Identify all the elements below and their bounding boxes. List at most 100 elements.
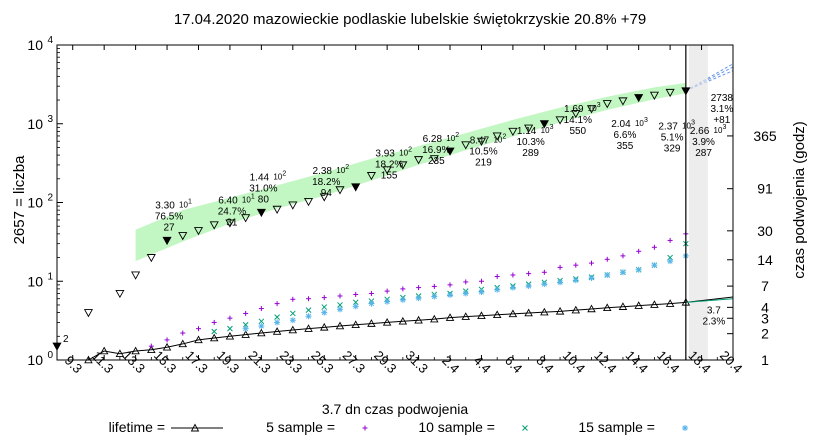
y-tick-exponent: 0	[47, 350, 53, 361]
sample5-point	[274, 301, 280, 307]
x-tick-label: 31.3	[403, 348, 432, 377]
sample10-point	[274, 314, 280, 321]
cases-point	[115, 289, 125, 299]
cases-point	[602, 100, 612, 109]
legend-label: 15 sample =	[578, 419, 655, 435]
cases-point	[524, 124, 534, 133]
annotation-mantissa: 2.66	[690, 126, 710, 137]
cases-point	[319, 193, 329, 202]
annotation-mantissa: 1.14	[517, 126, 537, 137]
cases-point	[272, 205, 282, 215]
cases-point	[492, 132, 502, 141]
lifetime-line	[88, 301, 686, 361]
lifetime-point	[257, 328, 266, 337]
x-tick-label: 12.4	[591, 348, 620, 377]
annotation-base: 10	[273, 172, 282, 181]
sample15-point	[289, 317, 296, 324]
sample15-point	[541, 281, 548, 288]
lifetime-point	[524, 308, 533, 317]
lifetime-point	[602, 303, 612, 312]
forecast-line	[685, 70, 734, 92]
annotation-exponent: 2	[345, 164, 349, 171]
annotation-increase: 235	[428, 156, 445, 167]
sample10-point	[258, 318, 265, 325]
annotation-mantissa: 2.04	[611, 119, 631, 130]
annotation-increase: 287	[695, 148, 712, 159]
annotation-exponent: 2	[282, 170, 286, 177]
cases-point	[83, 309, 94, 318]
lifetime-point	[99, 346, 109, 355]
sample5-point	[494, 273, 500, 279]
cases-point	[209, 221, 219, 230]
y-tick-label: 10	[27, 37, 43, 53]
cases-point	[225, 219, 235, 228]
last-cases-label: 3.1%	[710, 104, 733, 115]
annotation-exponent: 3	[691, 120, 695, 127]
x-tick-label: 13.3	[120, 348, 149, 377]
x-tick-label: 25.3	[308, 348, 337, 377]
x-tick-label: 4.4	[471, 353, 494, 376]
y-right-tick-label: 1	[761, 352, 769, 368]
annotation-mantissa: 1.69	[564, 104, 584, 115]
lifetime-point	[241, 330, 250, 338]
sample5-point	[636, 248, 642, 254]
lifetime-point	[367, 319, 376, 327]
annotation-growth: 14.1%	[564, 115, 592, 126]
annotation: 8.47 10 2 10.5%219	[469, 134, 506, 169]
sample5-point	[337, 293, 343, 299]
cases-point	[665, 88, 675, 98]
annotation: 3.30 10 1 76.5%27	[155, 198, 192, 233]
annotation-mantissa: 8.47	[470, 136, 490, 147]
sample5-point	[416, 285, 422, 291]
lifetime-point	[147, 345, 156, 353]
annotation-increase: 80	[258, 194, 270, 205]
annotation: 6.40 10 1 24.7%31	[218, 194, 255, 229]
x-tick-label: 16.4	[654, 348, 683, 377]
annotation-increase: 94	[321, 188, 333, 199]
annotation-growth: 3.9%	[692, 137, 715, 148]
legend-marker	[190, 423, 200, 432]
cases-point	[178, 232, 188, 241]
forecast-band-area	[135, 82, 686, 262]
sample15-point	[447, 291, 454, 298]
sample5-point	[306, 296, 312, 302]
sample15-point	[478, 289, 485, 296]
legend-label: 5 sample =	[266, 419, 335, 435]
annotation-mantissa: 3.30	[155, 200, 175, 211]
legend-item: 10 sample =	[418, 419, 528, 435]
future-region	[688, 45, 708, 360]
lifetime-point	[540, 307, 549, 316]
cases-point	[241, 214, 251, 223]
x-tick-label: 14.4	[623, 348, 652, 377]
cases-point	[618, 97, 628, 106]
lifetime-point	[288, 325, 298, 334]
annotation-growth: 16.9%	[422, 145, 450, 156]
legend-label: 10 sample =	[418, 419, 495, 435]
lifetime-point	[634, 301, 643, 309]
sample15-point	[368, 300, 375, 307]
sample5-point	[620, 253, 626, 259]
sample15-point	[321, 309, 328, 316]
lifetime-point	[382, 318, 392, 326]
annotation-mantissa: 1.44	[250, 172, 270, 183]
sample10-point	[227, 325, 233, 332]
doubling-label: 3.7	[707, 305, 721, 316]
cases-point	[366, 172, 376, 181]
sample5-point	[604, 256, 610, 262]
sample5-point	[557, 264, 563, 270]
annotation-exponent: 1	[188, 198, 192, 205]
lifetime-point	[430, 314, 439, 323]
y-axis-left-label: 2657 = liczba	[11, 155, 28, 244]
annotation-increase: 27	[163, 222, 175, 233]
sample15-point	[258, 323, 265, 330]
annotation-increase: 355	[617, 141, 634, 152]
sample5-point	[431, 283, 437, 289]
annotation-base: 10	[682, 122, 691, 131]
sample10-point	[337, 302, 343, 308]
y-tick-exponent: 3	[47, 114, 53, 125]
lifetime-point	[492, 310, 502, 319]
cases-point	[193, 227, 204, 236]
lifetime-point	[508, 309, 518, 318]
sample5-point	[148, 343, 154, 349]
